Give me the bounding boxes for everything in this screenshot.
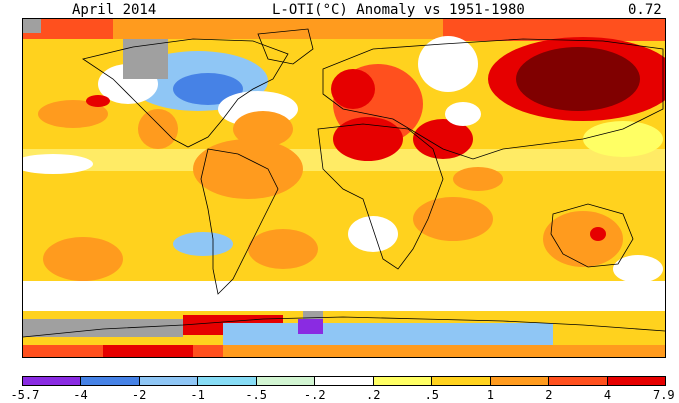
south-atlantic-warm: [248, 229, 318, 269]
legend-swatch: [23, 377, 82, 385]
global-mean-anomaly: 0.72: [628, 2, 662, 18]
west-us-warm: [138, 109, 178, 149]
europe-hot-core: [331, 69, 375, 109]
north-pacific-warm: [38, 100, 108, 128]
tropical-pale-band: [23, 149, 665, 171]
outline-europe-asia: [322, 38, 664, 160]
south-pacific-cold: [173, 232, 233, 256]
south-pacific-warm: [43, 237, 123, 281]
atlantic-warm: [233, 111, 293, 147]
anomaly-map: [22, 18, 666, 358]
map-title: L-OTI(°C) Anomaly vs 1951-1980: [272, 2, 525, 18]
legend-swatch: [139, 377, 199, 385]
legend-label: -2: [131, 388, 147, 402]
map-date: April 2014: [72, 2, 157, 18]
antarctic-coast-hot: [103, 345, 193, 357]
color-scale-bar: [22, 376, 666, 386]
legend-label: 7.9: [652, 388, 675, 402]
arctic-red-east: [443, 19, 665, 41]
legend-label: .2: [366, 388, 381, 402]
antarctic-extreme-cold: [298, 319, 323, 334]
indian-ocean-warm: [413, 197, 493, 241]
south-america-warm: [193, 139, 303, 199]
siberia-extreme: [516, 47, 640, 111]
title-bar: April 2014 L-OTI(°C) Anomaly vs 1951-198…: [0, 0, 679, 20]
missing-data-antarctic-central: [303, 311, 323, 319]
outline-greenland: [257, 28, 314, 65]
outline-south-america: [200, 148, 279, 295]
central-pacific-white: [23, 154, 93, 174]
outline-antarctica: [23, 316, 665, 338]
continent-outlines: [23, 28, 665, 338]
legend-label: 1: [486, 388, 494, 402]
west-pacific-yellow: [583, 121, 663, 157]
legend-swatch: [432, 377, 491, 385]
legend-label: -1: [190, 388, 205, 402]
antarctic-coast-orange: [223, 345, 665, 357]
legend-swatch: [315, 377, 374, 385]
south-atlantic-white: [348, 216, 398, 252]
legend-swatch: [256, 377, 316, 385]
tasman-white: [613, 255, 663, 283]
north-africa-hot: [333, 117, 403, 161]
north-pacific-hot: [86, 95, 110, 107]
southern-white-band: [23, 281, 665, 311]
middle-east-hot: [413, 119, 473, 159]
legend-swatch: [549, 377, 608, 385]
color-scale-labels: -5.7 -4 -2 -1 -.5 -.2 .2 .5 1 2 4 7.9: [0, 388, 679, 402]
canada-cold-core: [173, 73, 243, 105]
legend-label: -.2: [303, 388, 326, 402]
outline-africa: [317, 123, 444, 270]
outline-north-america: [82, 38, 289, 148]
central-asia-white: [445, 102, 481, 126]
missing-data-antarctic-west: [23, 319, 183, 337]
legend-swatch: [490, 377, 550, 385]
outline-australia: [550, 203, 634, 268]
arctic-red-west: [23, 19, 113, 39]
legend-label: 2: [545, 388, 553, 402]
legend-swatch: [81, 377, 140, 385]
missing-data-arctic: [23, 19, 41, 33]
australia-hot: [590, 227, 606, 241]
legend-label: .5: [424, 388, 440, 402]
scandinavia-white: [418, 36, 478, 92]
legend-label: -5.7: [10, 388, 40, 402]
legend-label: -.5: [245, 388, 268, 402]
legend-swatch: [607, 377, 665, 385]
antarctic-cold: [223, 323, 553, 345]
australia-warm: [543, 211, 623, 267]
legend-swatch: [373, 377, 433, 385]
arabian-sea-warm: [453, 167, 503, 191]
legend-swatch: [198, 377, 257, 385]
legend-label: -4: [73, 388, 88, 402]
anomaly-map-svg: [23, 19, 665, 357]
legend-label: 4: [603, 388, 612, 402]
